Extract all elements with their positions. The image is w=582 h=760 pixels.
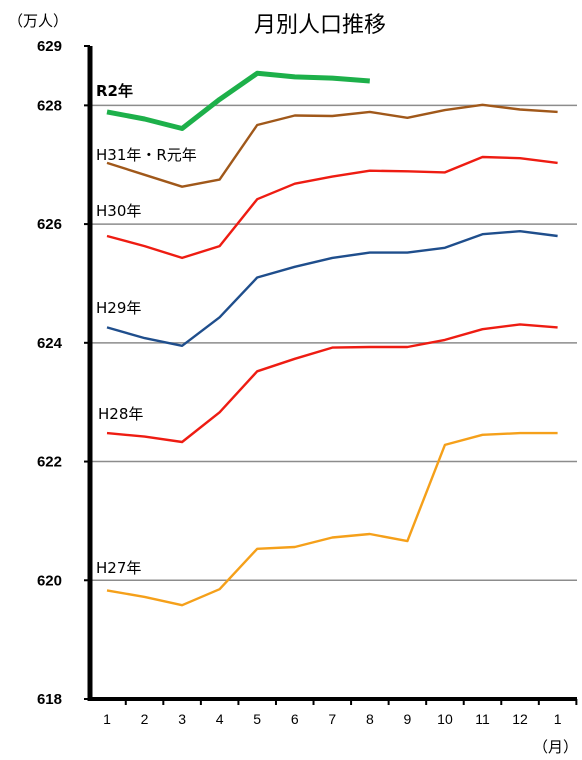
x-tick-labels: 1 2 3 4 5 6 7 8 9 10 11 12 1	[103, 699, 578, 727]
series-line-4	[106, 103, 558, 188]
x-tick-label-1: 2	[141, 711, 149, 727]
x-tick-label-3: 4	[216, 711, 224, 727]
y-tick-label-620: 620	[37, 572, 62, 589]
x-tick-label-0: 1	[103, 711, 111, 727]
x-axis-unit: （月）	[533, 738, 578, 756]
series-label-3: H30年	[96, 202, 141, 220]
series-label-2: H29年	[96, 299, 141, 317]
chart-title: 月別人口推移	[254, 13, 386, 38]
x-tick-label-4: 5	[253, 711, 261, 727]
x-tick-label-10: 11	[475, 711, 490, 727]
series-line-5	[106, 70, 370, 131]
x-tick-label-11: 12	[512, 711, 528, 727]
series-line-0	[106, 431, 558, 607]
x-tick-label-7: 8	[366, 711, 374, 727]
series-label-0: H27年	[96, 559, 141, 577]
axes	[87, 46, 577, 701]
series-label-4: H31年・R元年	[96, 146, 197, 164]
x-tick-label-6: 7	[328, 711, 336, 727]
series-line-2	[106, 229, 558, 347]
y-axis-unit: （万人）	[8, 12, 68, 30]
x-tick-label-12: 1	[554, 711, 562, 727]
y-tick-label-628: 628	[37, 97, 62, 114]
series-lines	[106, 70, 558, 607]
series-label-5: R2年	[96, 82, 133, 100]
series-label-1: H28年	[98, 405, 143, 423]
y-tick-labels: 618 620 622 624 626 628 629	[37, 38, 90, 708]
y-tick-label-626: 626	[37, 216, 62, 233]
series-labels: H27年 H28年 H29年 H30年 H31年・R元年 R2年	[96, 82, 197, 577]
y-tick-label-622: 622	[37, 454, 62, 471]
series-line-1	[106, 323, 558, 444]
x-tick-label-8: 9	[404, 711, 412, 727]
x-tick-label-5: 6	[291, 711, 299, 727]
x-tick-label-2: 3	[178, 711, 186, 727]
x-tick-label-9: 10	[437, 711, 453, 727]
y-tick-label-618: 618	[37, 691, 62, 708]
series-line-3	[106, 155, 558, 260]
y-tick-label-629: 629	[37, 38, 62, 55]
y-tick-label-624: 624	[37, 335, 63, 352]
